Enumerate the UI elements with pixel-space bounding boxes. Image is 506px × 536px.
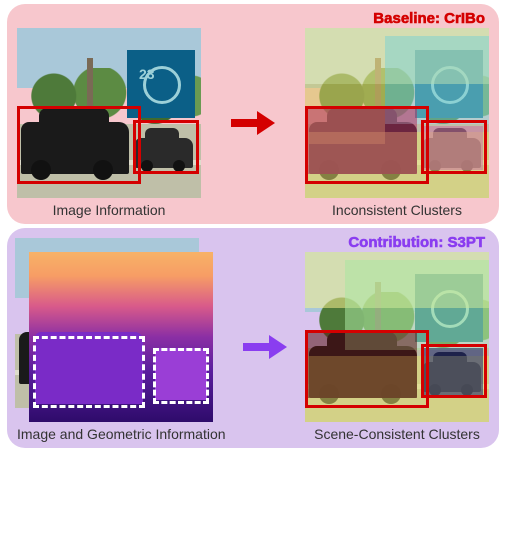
baseline-image-tile: 23 bbox=[17, 28, 201, 198]
contribution-arrow-icon bbox=[243, 332, 287, 362]
contribution-right-caption: Scene-Consistent Clusters bbox=[314, 426, 480, 442]
baseline-arrow-icon bbox=[231, 108, 275, 138]
bounding-box bbox=[421, 120, 487, 174]
baseline-row: 23 Image Information Inconsiste bbox=[17, 28, 489, 218]
contribution-panel: Contribution: S3PT Image and Geometric I… bbox=[7, 228, 499, 448]
contribution-depth-tile bbox=[29, 252, 213, 422]
baseline-title: Baseline: CrIBo bbox=[373, 10, 485, 27]
bounding-box bbox=[33, 336, 145, 408]
baseline-left-caption: Image Information bbox=[53, 202, 166, 218]
baseline-right-caption: Inconsistent Clusters bbox=[332, 202, 462, 218]
contribution-left-fig: Image and Geometric Information bbox=[17, 252, 226, 442]
contribution-row: Image and Geometric Information Scene-Co… bbox=[17, 252, 489, 442]
contribution-seg-tile bbox=[305, 252, 489, 422]
bounding-box bbox=[133, 120, 199, 174]
depth-map bbox=[29, 252, 213, 422]
bounding-box bbox=[305, 106, 429, 184]
contribution-left-caption: Image and Geometric Information bbox=[17, 426, 226, 442]
baseline-left-fig: 23 Image Information bbox=[17, 28, 201, 218]
baseline-seg-tile bbox=[305, 28, 489, 198]
contribution-right-fig: Scene-Consistent Clusters bbox=[305, 252, 489, 442]
bounding-box bbox=[305, 330, 429, 408]
baseline-right-fig: Inconsistent Clusters bbox=[305, 28, 489, 218]
sign-text: 23 bbox=[139, 66, 155, 82]
bounding-box bbox=[17, 106, 141, 184]
baseline-panel: Baseline: CrIBo 23 Image Information bbox=[7, 4, 499, 224]
bounding-box bbox=[421, 344, 487, 398]
contribution-title: Contribution: S3PT bbox=[348, 234, 485, 251]
bounding-box bbox=[153, 348, 209, 404]
